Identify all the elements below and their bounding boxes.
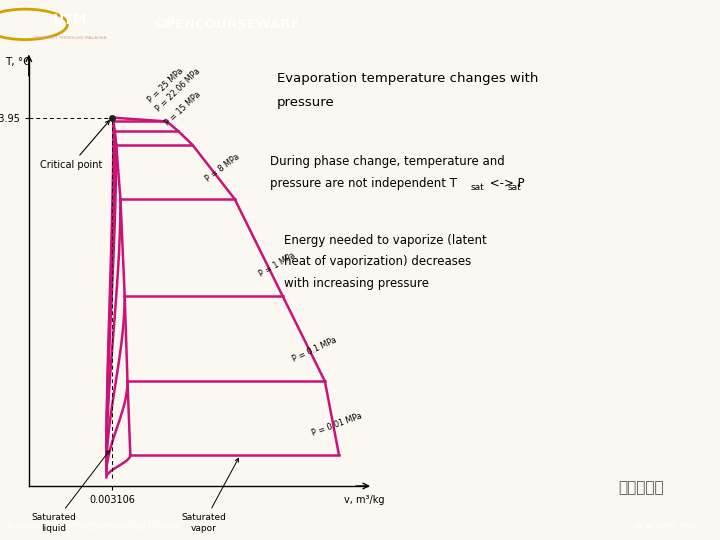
Text: P = 0.1 MPa: P = 0.1 MPa xyxy=(291,335,338,364)
Text: v, m³/kg: v, m³/kg xyxy=(344,496,384,505)
Text: Evaporation temperature changes with: Evaporation temperature changes with xyxy=(277,72,539,85)
Text: During phase change, temperature and: During phase change, temperature and xyxy=(270,156,505,168)
Text: P = 1 MPa: P = 1 MPa xyxy=(257,251,297,279)
Text: ⒸⓑⓓⓈⒶ: ⒸⓑⓓⓈⒶ xyxy=(618,480,664,495)
Text: UTM: UTM xyxy=(53,14,88,28)
Text: P = 8 MPa: P = 8 MPa xyxy=(204,152,241,184)
Text: sat: sat xyxy=(508,184,521,192)
Text: P = 25 MPa: P = 25 MPa xyxy=(146,66,185,104)
Text: pressure: pressure xyxy=(277,96,335,109)
Text: Saturated
vapor: Saturated vapor xyxy=(181,458,238,532)
Text: OPENCOURSEWARE: OPENCOURSEWARE xyxy=(155,18,300,31)
Text: Critical point: Critical point xyxy=(40,120,109,170)
Text: <-> P: <-> P xyxy=(486,177,525,190)
Text: pressure are not independent T: pressure are not independent T xyxy=(270,177,457,190)
Text: Innovative.Entrepreneurial.Global: Innovative.Entrepreneurial.Global xyxy=(7,521,183,531)
Text: sat: sat xyxy=(470,184,484,192)
Text: P = 15 MPa: P = 15 MPa xyxy=(163,90,202,127)
Text: T, °C: T, °C xyxy=(5,57,30,67)
Text: ocw.utm.my: ocw.utm.my xyxy=(634,521,697,531)
Text: P = 22.06 MPa: P = 22.06 MPa xyxy=(154,67,202,114)
Text: P = 0.01 MPa: P = 0.01 MPa xyxy=(311,411,364,437)
Text: Energy needed to vaporize (latent: Energy needed to vaporize (latent xyxy=(284,234,487,247)
Text: heat of vaporization) decreases: heat of vaporization) decreases xyxy=(284,255,472,268)
Text: Saturated
liquid: Saturated liquid xyxy=(32,450,109,532)
Text: UNIVERSITI TEKNOLOGI MALAYSIA: UNIVERSITI TEKNOLOGI MALAYSIA xyxy=(33,36,107,40)
Text: with increasing pressure: with increasing pressure xyxy=(284,277,429,290)
